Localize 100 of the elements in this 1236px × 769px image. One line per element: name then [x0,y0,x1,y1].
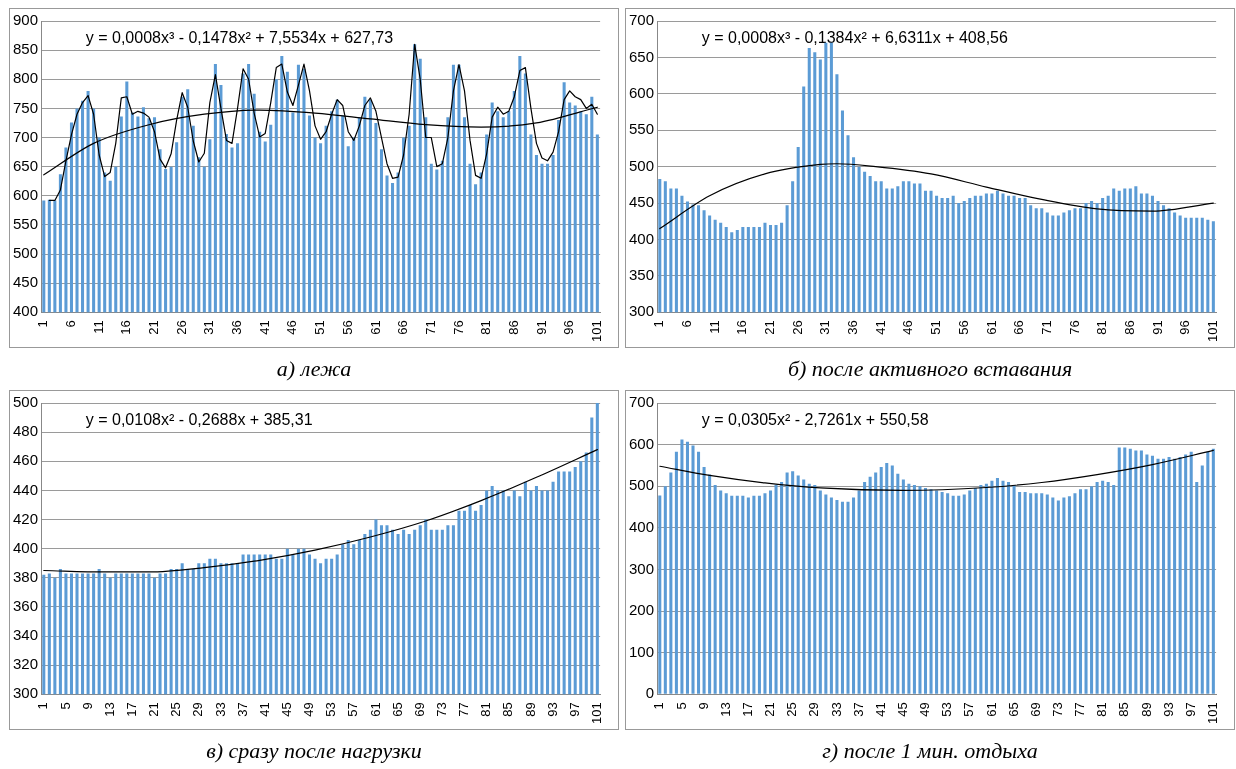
x-tick-label: 97 [1182,702,1198,717]
x-tick-label: 17 [123,702,139,717]
y-tick-label: 380 [13,567,39,585]
bar [818,490,822,694]
bar [1029,493,1033,694]
bar [796,475,800,694]
bar [746,497,750,694]
x-tick-label: 89 [1138,702,1154,717]
bar [929,489,933,694]
x-tick-label: 61 [367,320,383,335]
bar [1056,500,1060,694]
bar [1095,482,1099,694]
bar [741,495,745,694]
x-tick-label: 101 [588,320,604,343]
x-tick-label: 5 [673,702,689,710]
bar [1184,454,1188,694]
x-tick-label: 21 [146,702,162,717]
y-tick-label: 650 [13,156,39,174]
bar [774,484,778,694]
y-tick-label: 300 [13,684,39,702]
text: а) лежа [276,355,352,383]
bar [1178,457,1182,694]
x-tick-label: 77 [456,702,472,717]
bar [979,484,983,694]
bar [1123,447,1127,694]
bar [785,472,789,694]
bar [1078,489,1083,694]
x-tick-label: 11 [90,320,106,334]
x-tick-label: 81 [478,702,494,717]
x-tick-label: 89 [522,702,538,717]
bar [1167,457,1171,694]
x-tick-label: 93 [544,702,560,717]
x-tick-label: 17 [739,702,755,717]
bar [857,490,861,694]
bar [1139,450,1143,694]
y-tick-label: 300 [629,302,655,320]
bar [1040,493,1044,694]
x-tick-label: 36 [845,320,861,335]
bar [1073,493,1077,694]
x-tick-label: 36 [229,320,245,335]
bar [1012,484,1016,694]
text: б) после активного вставания [787,355,1073,383]
x-tick-label: 65 [389,702,405,717]
bar [896,473,900,694]
x-tick-label: 37 [234,702,250,717]
x-tick-label: 25 [784,702,800,717]
bar [1200,465,1204,694]
y-tick-label: 420 [13,509,39,527]
bar [658,495,662,694]
x-tick-label: 66 [1011,320,1027,335]
bar [957,495,961,694]
x-tick-label: 71 [422,320,438,335]
bar [935,490,939,694]
bar [885,462,889,694]
bar [923,487,928,694]
bar [901,479,905,694]
bar [1206,451,1210,694]
x-tick-label: 1 [35,702,51,710]
x-tick-label: 101 [588,702,604,725]
x-tick-label: 51 [928,320,944,335]
x-tick-label: 1 [651,702,667,710]
bar [730,495,734,694]
x-tick-label: 1 [35,320,51,328]
bar [1101,480,1105,694]
y-tick-label: 100 [629,642,655,660]
annotation: y = 0,0008x³ - 0,1478x² + 7,5534x + 627,73 [85,29,394,47]
y-tick-label: 500 [13,393,39,411]
x-tick-label: 71 [1038,320,1054,335]
bar [802,479,806,694]
y-tick-label: 500 [13,244,39,262]
x-tick-label: 25 [168,702,184,717]
line-series [659,449,1214,491]
bar [763,493,767,694]
y-tick-label: 350 [629,266,655,284]
y-tick-label: 460 [13,451,39,469]
x-tick-label: 9 [695,702,711,710]
x-tick-label: 41 [872,320,888,335]
x-tick-label: 69 [1027,702,1043,717]
x-tick-label: 96 [1177,320,1193,335]
x-tick-label: 76 [1066,320,1082,335]
bar [1007,482,1011,694]
x-tick-label: 56 [955,320,971,335]
bar [757,495,761,694]
y-tick-label: 650 [629,47,655,65]
bar [685,441,689,694]
x-tick-label: 91 [1149,320,1165,335]
bar [1145,454,1149,694]
y-tick-label: 450 [13,273,39,291]
x-tick-label: 21 [762,320,778,335]
x-tick-label: 46 [284,320,300,335]
x-tick-label: 1 [651,320,667,328]
x-tick-label: 69 [411,702,427,717]
bar [1023,492,1027,694]
bar [669,472,673,694]
x-tick-label: 37 [850,702,866,717]
bar [1067,496,1071,694]
x-tick-label: 77 [1072,702,1088,717]
y-tick-label: 600 [13,185,39,203]
x-tick-label: 11 [706,320,722,334]
bar [868,476,872,694]
